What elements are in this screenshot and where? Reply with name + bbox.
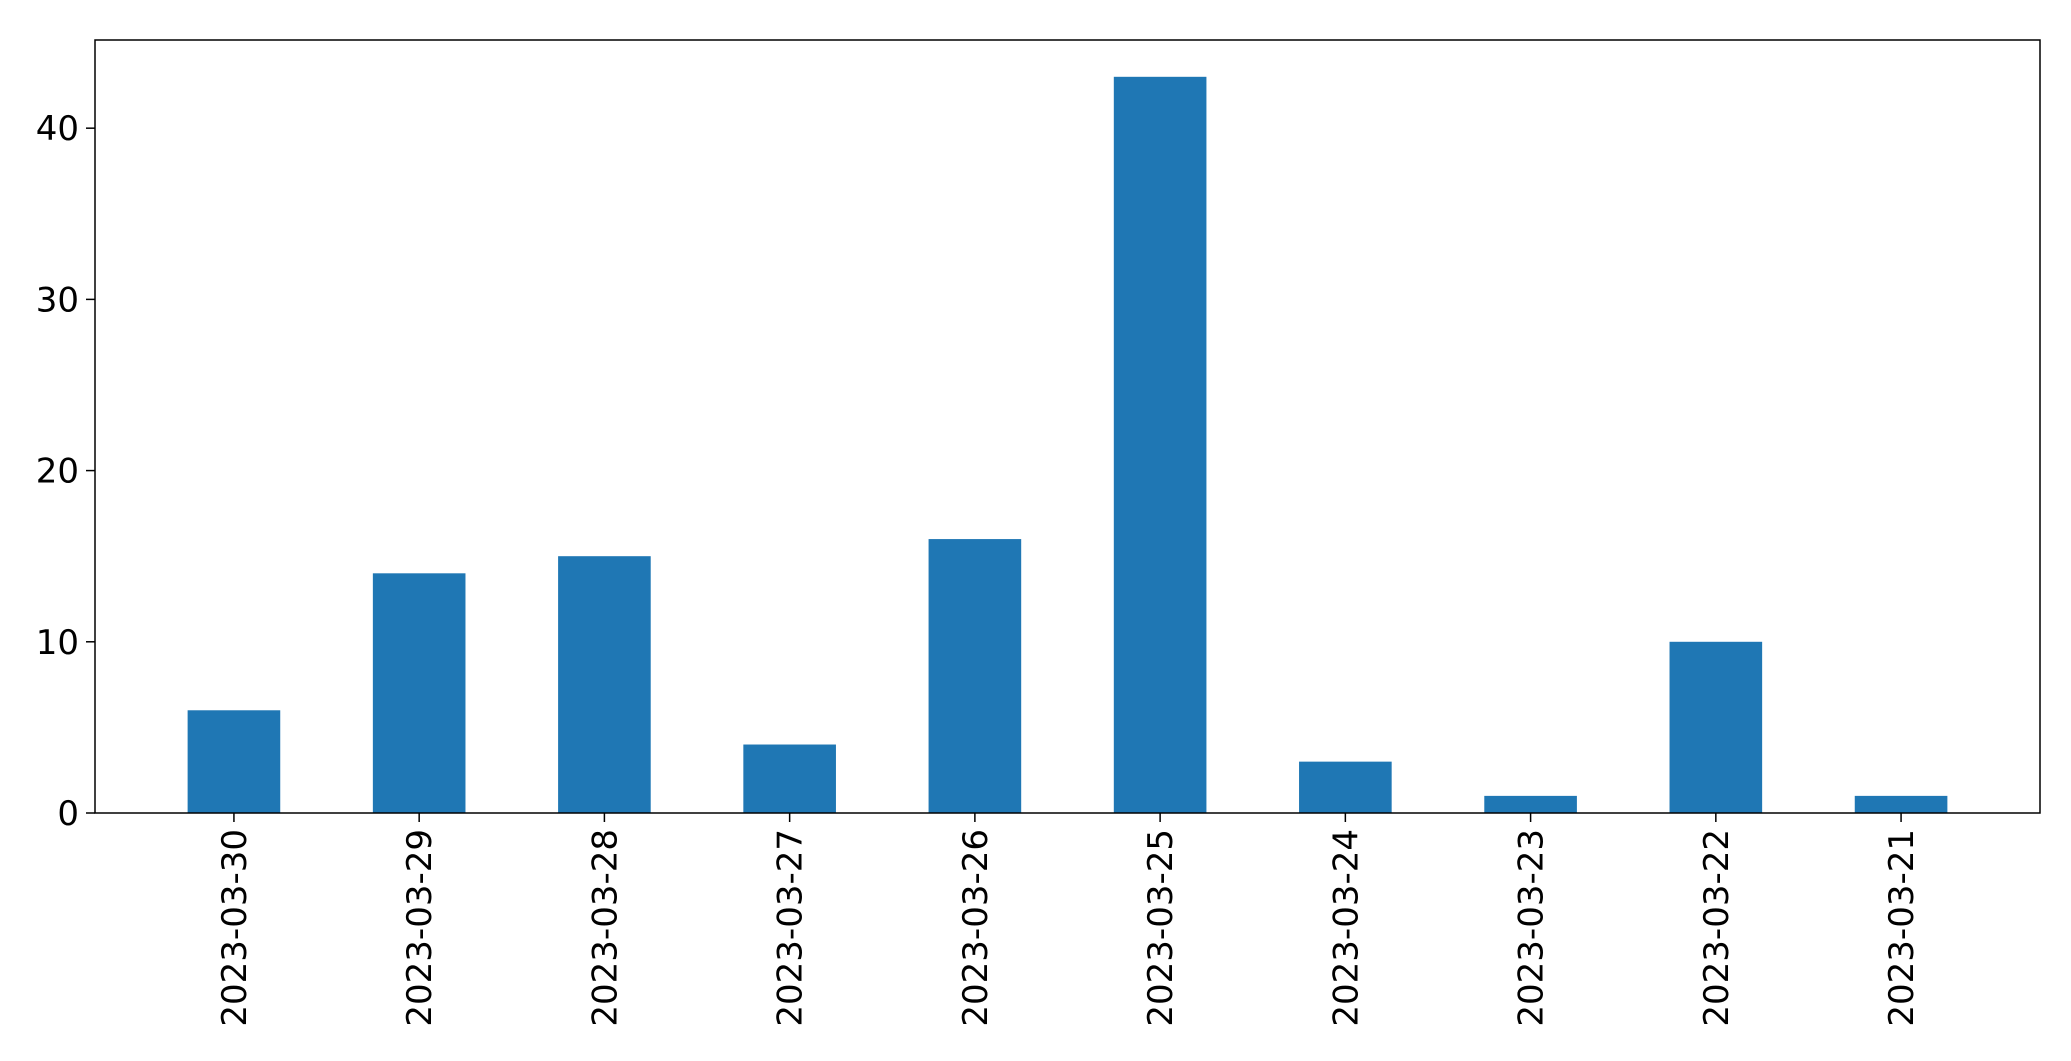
bar-2023-03-24 [1299, 761, 1392, 813]
bar-2023-03-21 [1854, 795, 1948, 813]
bar-2023-03-26 [928, 539, 1022, 813]
x-tick-label: 2023-03-24 [1326, 829, 1366, 1027]
y-tick-label: 0 [57, 794, 79, 834]
bar-2023-03-29 [372, 573, 466, 813]
x-tick-label: 2023-03-29 [400, 829, 440, 1027]
x-tick-label: 2023-03-26 [956, 829, 996, 1027]
bar-2023-03-27 [743, 744, 836, 813]
y-tick-label: 10 [36, 623, 79, 663]
plot-frame [94, 39, 2041, 814]
bar-2023-03-22 [1669, 641, 1763, 813]
y-tick-label: 40 [36, 109, 79, 149]
y-axis: 0 10 20 30 40 [36, 109, 95, 834]
x-axis: 2023-03-30 2023-03-29 2023-03-28 2023-03-27… [215, 813, 1922, 1027]
x-tick-label: 2023-03-23 [1512, 829, 1552, 1027]
bar-2023-03-23 [1484, 795, 1577, 813]
bar-2023-03-25 [1113, 76, 1207, 814]
x-tick-label: 2023-03-27 [771, 829, 811, 1027]
x-tick-label: 2023-03-25 [1141, 829, 1181, 1027]
bars-group [187, 76, 1948, 814]
x-tick-label: 2023-03-22 [1697, 829, 1737, 1027]
y-tick-label: 20 [36, 452, 79, 492]
x-tick-label: 2023-03-28 [585, 829, 625, 1027]
y-tick-label: 30 [36, 280, 79, 320]
x-tick-label: 2023-03-21 [1882, 829, 1922, 1027]
bar-2023-03-28 [558, 556, 651, 813]
x-tick-label: 2023-03-30 [215, 829, 255, 1027]
bar-2023-03-30 [187, 710, 281, 813]
